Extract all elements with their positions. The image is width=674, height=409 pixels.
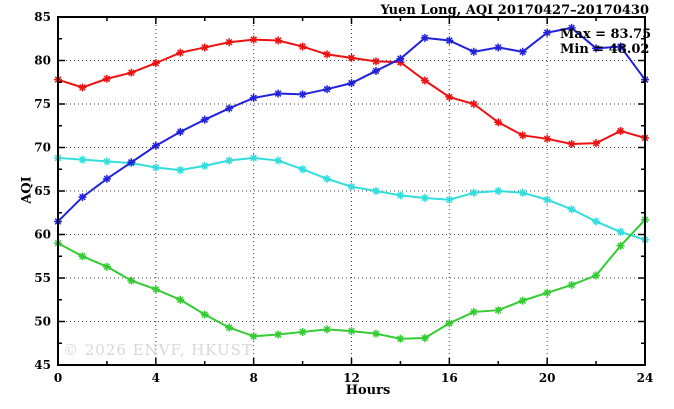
y-tick-label: 65 [34,184,51,198]
y-axis-title: AQI [19,176,35,204]
x-tick-label: 0 [54,371,62,385]
max-annotation-line: Max = 83.75 [560,27,652,42]
x-tick-label: 8 [249,371,257,385]
x-tick-label: 20 [539,371,556,385]
min-annotation-line: Min = 48.02 [560,42,650,57]
green-series-markers [54,215,649,343]
y-tick-label: 55 [34,271,51,285]
chart-title: Yuen Long, AQI 20170427–20170430 [380,3,650,18]
y-tick-label: 50 [34,315,51,329]
x-tick-label: 16 [441,371,458,385]
watermark: © 2026 ENVF, HKUST [63,341,253,359]
y-tick-label: 60 [34,228,51,242]
x-tick-label: 12 [343,371,360,385]
cyan-series-markers [54,153,649,244]
cyan-series-line [57,156,646,241]
max-min-annotation: Max = 83.75 Min = 48.02 [560,27,651,57]
x-tick-label: 4 [152,371,160,385]
x-axis-title: Hours [345,383,391,398]
y-tick-label: 80 [34,54,51,68]
y-tick-label: 70 [34,141,51,155]
y-tick-label: 75 [34,97,51,111]
x-tick-label: 24 [637,371,654,385]
y-tick-label: 45 [34,358,51,372]
y-tick-label: 85 [34,10,51,24]
